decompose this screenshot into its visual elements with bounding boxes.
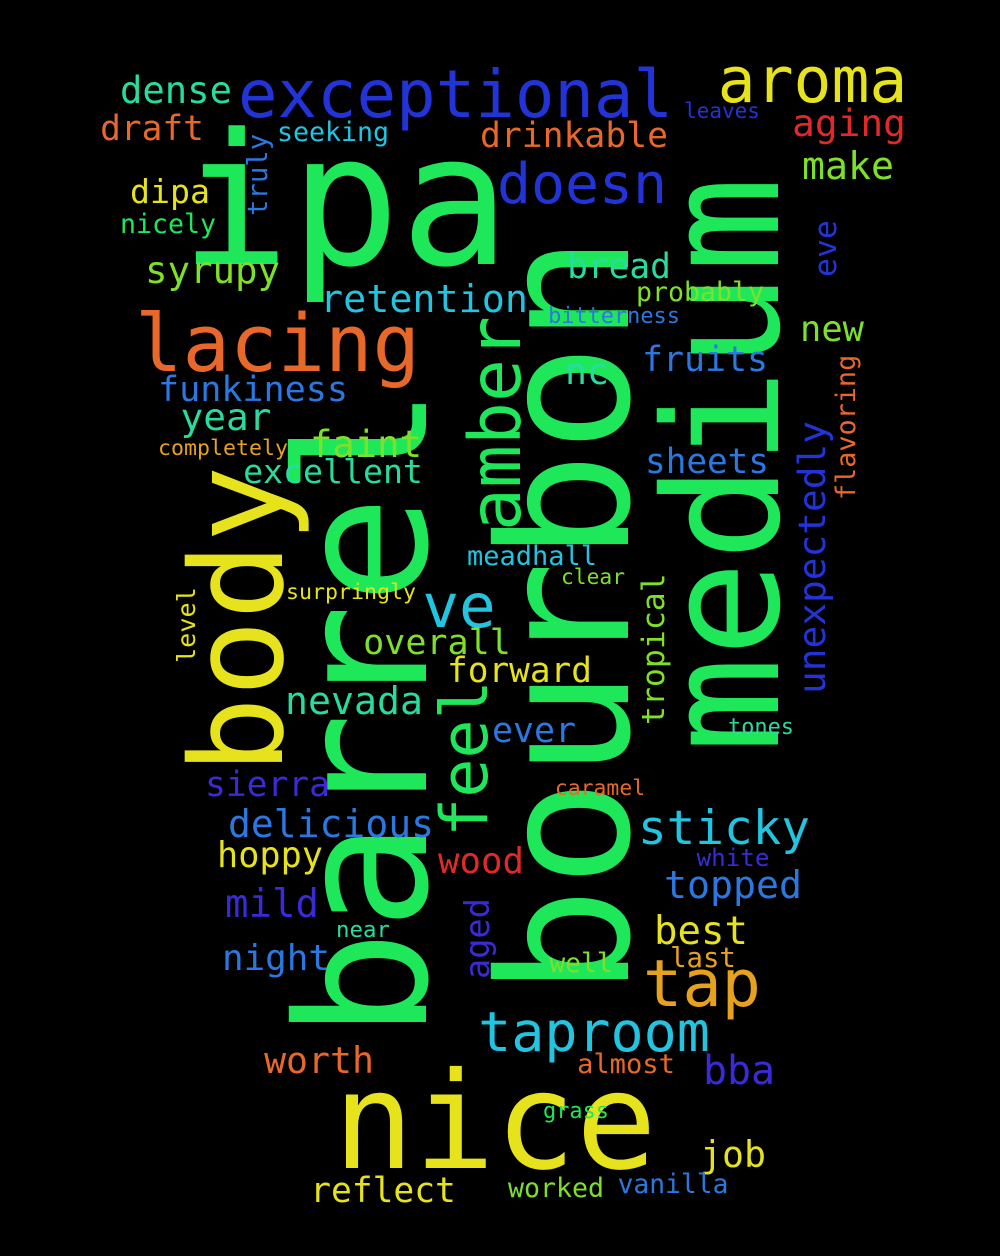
word-dense: dense [120, 68, 232, 113]
word-dipa: dipa [130, 172, 210, 212]
word-night: night [221, 938, 331, 980]
word-drinkable: drinkable [480, 115, 668, 156]
word-aroma: aroma [717, 43, 908, 117]
word-delicious: delicious [228, 801, 434, 846]
word-caramel: caramel [554, 776, 646, 802]
word-nevada: nevada [285, 679, 423, 724]
word-level: level [172, 587, 202, 663]
word-draft: draft [100, 108, 204, 149]
word-white: white [696, 844, 770, 873]
word-new: new [800, 309, 864, 351]
word-tap: tap [643, 945, 761, 1022]
word-ve: ve [422, 570, 496, 642]
word-make: make [802, 144, 894, 189]
word-amber: amber [454, 316, 538, 532]
word-nc: nc [565, 350, 609, 394]
word-worth: worth [264, 1038, 374, 1082]
word-feel: feel [428, 680, 504, 838]
word-sheets: sheets [645, 441, 769, 482]
word-unexpectedly: unexpectedly [790, 420, 835, 695]
word-bread: bread [567, 247, 671, 288]
word-hoppy: hoppy [217, 835, 323, 877]
word-faint: faint [310, 422, 422, 467]
word-almost: almost [577, 1049, 675, 1081]
word-eve: eve [808, 220, 845, 278]
word-best: best [654, 909, 748, 955]
word-vanilla: vanilla [617, 1170, 729, 1201]
word-topped: topped [664, 863, 802, 908]
word-leaves: leaves [684, 99, 760, 124]
word-completely: completely [157, 436, 288, 462]
word-bba: bba [702, 1048, 776, 1095]
word-lacing: lacing [135, 297, 420, 390]
word-wood: wood [438, 841, 524, 883]
word-near: near [336, 916, 390, 943]
word-year: year [180, 395, 272, 440]
word-tones: tones [728, 715, 794, 741]
word-sierra: sierra [205, 764, 330, 805]
word-seeking: seeking [276, 116, 390, 148]
word-taproom: taproom [478, 1000, 710, 1065]
word-excellent: excellent [243, 452, 423, 492]
word-reflect: reflect [310, 1170, 456, 1211]
word-grass: grass [543, 1098, 609, 1124]
word-worked: worked [507, 1172, 605, 1204]
word-fruits: fruits [641, 339, 769, 380]
word-exceptional: exceptional [237, 57, 674, 134]
word-flavoring: flavoring [830, 354, 862, 501]
word-bitterness: bitterness [548, 304, 680, 330]
word-retention: retention [319, 276, 529, 322]
word-doesn: doesn [496, 152, 668, 218]
word-syrupy: syrupy [144, 248, 281, 293]
word-probably: probably [635, 277, 765, 309]
word-last: last [670, 943, 736, 975]
word-truly: truly [243, 133, 275, 217]
word-overall: overall [363, 622, 511, 664]
word-sticky: sticky [638, 801, 810, 857]
word-tropical: tropical [636, 573, 673, 726]
word-aging: aging [792, 101, 906, 146]
word-funkiness: funkiness [157, 369, 349, 411]
word-job: job [700, 1132, 766, 1176]
word-meadhall: meadhall [466, 540, 598, 572]
word-nice: nice [333, 1042, 657, 1200]
word-aged: aged [458, 898, 498, 980]
word-clear: clear [560, 565, 626, 591]
word-surpringly: surpringly [285, 579, 416, 605]
word-nicely: nicely [119, 209, 217, 241]
word-forward: forward [447, 650, 592, 691]
word-ipa: ipa [180, 95, 510, 309]
word-ever: ever [491, 710, 577, 751]
word-mild: mild [225, 882, 319, 928]
word-well: well [549, 949, 613, 980]
